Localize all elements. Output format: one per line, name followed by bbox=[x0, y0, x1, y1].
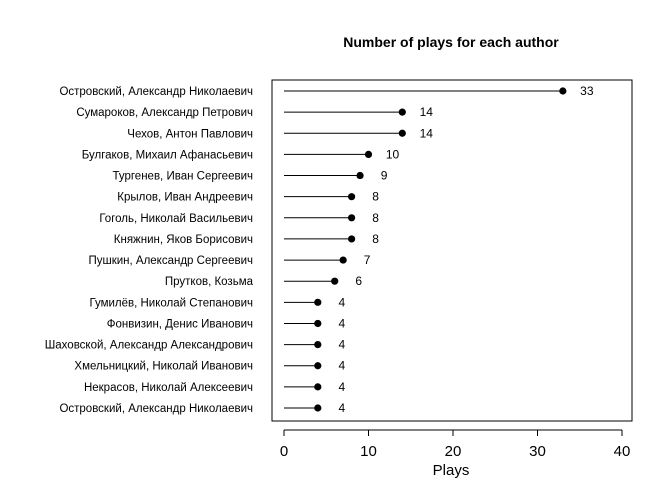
lollipop-point bbox=[314, 298, 322, 306]
chart-row: Сумароков, Александр Петрович 14 bbox=[76, 105, 433, 119]
chart-row: Шаховской, Александр Александрович 4 bbox=[45, 338, 346, 352]
plot-box bbox=[271, 79, 633, 422]
value-label: 9 bbox=[381, 169, 388, 183]
value-label: 4 bbox=[338, 295, 345, 309]
chart-row: Крылов, Иван Андреевич 8 bbox=[117, 190, 379, 204]
chart-row: Островский, Александр Николаевич 33 bbox=[59, 84, 593, 98]
chart-marks: Островский, Александр Николаевич 33 Сумаро… bbox=[45, 84, 594, 415]
chart-row: Гумилёв, Николай Степанович 4 bbox=[89, 295, 345, 309]
chart-row: Островский, Александр Николаевич 4 bbox=[59, 401, 345, 415]
value-label: 14 bbox=[420, 126, 434, 140]
value-label: 4 bbox=[338, 316, 345, 330]
lollipop-point bbox=[559, 87, 567, 95]
value-label: 6 bbox=[355, 274, 362, 288]
category-label: Чехов, Антон Павлович bbox=[127, 128, 253, 140]
x-tick-label: 10 bbox=[360, 443, 377, 460]
chart-row: Прутков, Козьма 6 bbox=[165, 274, 362, 288]
lollipop-point bbox=[314, 362, 322, 370]
category-label: Прутков, Козьма bbox=[165, 276, 254, 288]
value-label: 10 bbox=[386, 147, 400, 161]
x-tick-label: 0 bbox=[280, 443, 288, 460]
lollipop-point bbox=[364, 150, 373, 158]
chart-row: Княжнин, Яков Борисович 8 bbox=[114, 232, 379, 246]
category-label: Тургенев, Иван Сергеевич bbox=[112, 171, 253, 183]
category-label: Гоголь, Николай Васильевич bbox=[99, 213, 253, 225]
chart-title: Number of plays for each author bbox=[343, 34, 559, 50]
lollipop-point bbox=[348, 214, 356, 222]
category-label: Крылов, Иван Андреевич bbox=[117, 192, 253, 204]
value-label: 33 bbox=[580, 84, 594, 98]
lollipop-point bbox=[348, 193, 356, 201]
value-label: 8 bbox=[372, 190, 379, 204]
lollipop-point bbox=[314, 383, 322, 391]
lollipop-point bbox=[339, 256, 347, 264]
lollipop-point bbox=[314, 404, 322, 412]
lollipop-point bbox=[314, 341, 322, 349]
category-label: Островский, Александр Николаевич bbox=[59, 403, 253, 415]
category-label: Шаховской, Александр Александрович bbox=[45, 340, 253, 352]
chart-row: Чехов, Антон Павлович 14 bbox=[127, 126, 433, 140]
lollipop-point bbox=[356, 171, 364, 180]
category-label: Островский, Александр Николаевич bbox=[59, 86, 253, 98]
category-label: Сумароков, Александр Петрович bbox=[76, 107, 253, 119]
lollipop-point bbox=[398, 108, 406, 116]
value-label: 4 bbox=[338, 380, 345, 394]
category-label: Гумилёв, Николай Степанович bbox=[89, 297, 253, 309]
chart-row: Пушкин, Александр Сергеевич 7 bbox=[88, 253, 370, 267]
category-label: Княжнин, Яков Борисович bbox=[114, 234, 253, 246]
value-label: 8 bbox=[372, 211, 379, 225]
x-axis: 0 10 20 30 40 bbox=[280, 429, 631, 460]
chart-row: Булгаков, Михаил Афанасьевич 10 bbox=[82, 147, 400, 161]
chart-row: Гоголь, Николай Васильевич 8 bbox=[99, 211, 379, 225]
category-label: Некрасов, Николай Алексеевич bbox=[84, 382, 253, 394]
value-label: 4 bbox=[338, 401, 345, 415]
chart-row: Фонвизин, Денис Иванович 4 bbox=[107, 316, 346, 330]
chart-row: Некрасов, Николай Алексеевич 4 bbox=[84, 380, 346, 394]
chart-row: Тургенев, Иван Сергеевич 9 bbox=[112, 169, 387, 183]
value-label: 4 bbox=[338, 338, 345, 352]
lollipop-point bbox=[348, 235, 356, 243]
lollipop-point bbox=[398, 129, 406, 137]
value-label: 4 bbox=[338, 359, 345, 373]
lollipop-point bbox=[314, 319, 322, 328]
category-label: Фонвизин, Денис Иванович bbox=[107, 318, 253, 330]
x-tick-label: 20 bbox=[445, 443, 462, 460]
x-tick-label: 30 bbox=[529, 443, 546, 460]
value-label: 7 bbox=[364, 253, 371, 267]
x-tick-label: 40 bbox=[614, 443, 631, 460]
value-label: 14 bbox=[420, 105, 434, 119]
value-label: 8 bbox=[372, 232, 379, 246]
lollipop-point bbox=[331, 277, 339, 285]
category-label: Булгаков, Михаил Афанасьевич bbox=[82, 149, 253, 161]
x-axis-title: Plays bbox=[433, 462, 470, 479]
chart-row: Хмельницкий, Николай Иванович 4 bbox=[74, 359, 345, 373]
category-label: Хмельницкий, Николай Иванович bbox=[74, 361, 253, 373]
category-label: Пушкин, Александр Сергеевич bbox=[88, 255, 253, 267]
